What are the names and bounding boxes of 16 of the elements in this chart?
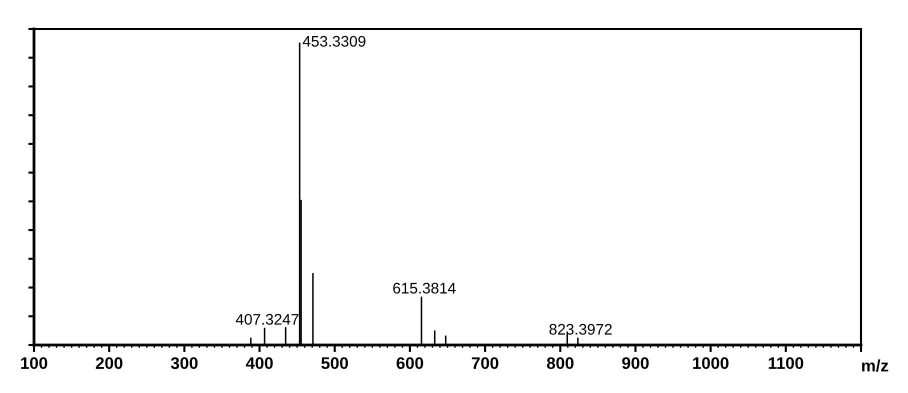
- x-tick-label: 600: [396, 357, 424, 370]
- annotation: 453.3309: [302, 36, 366, 47]
- annotation: 823.3972: [549, 324, 612, 335]
- x-tick-label: 1100: [768, 357, 804, 370]
- x-tick-label: 100: [21, 357, 48, 370]
- x-tick-label: 800: [546, 357, 574, 370]
- x-tick-label: 300: [170, 357, 198, 370]
- x-tick-label: 200: [96, 357, 122, 370]
- x-tick-label: 700: [472, 357, 498, 370]
- x-tick-label: 400: [246, 357, 273, 370]
- annotation: 615.3814: [393, 282, 456, 294]
- x-axis-title: m/z: [862, 359, 888, 372]
- annotation: 407.3247: [236, 314, 298, 325]
- x-tick-label: 1000: [693, 357, 728, 370]
- x-tick-label: 900: [622, 357, 649, 370]
- x-tick-label: 500: [321, 357, 348, 370]
